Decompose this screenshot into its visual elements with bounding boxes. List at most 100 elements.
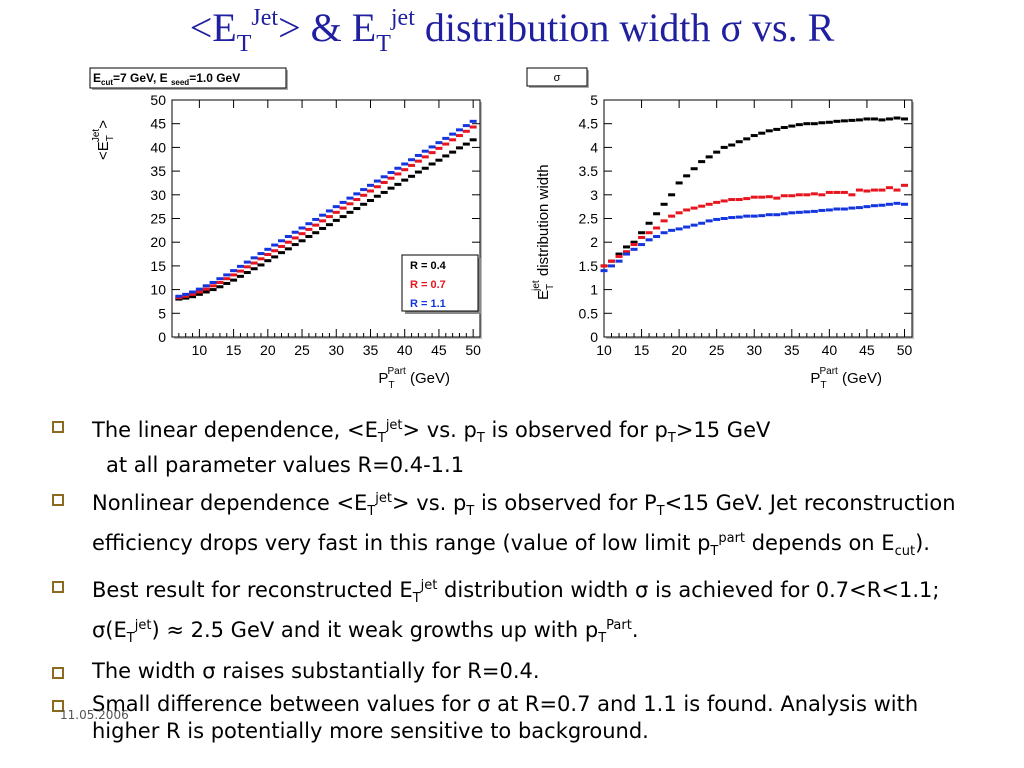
data-point	[743, 197, 751, 201]
bullet-item: The width σ raises substantially for R=0…	[52, 658, 982, 685]
data-point	[325, 223, 333, 227]
data-point	[366, 189, 374, 193]
data-point	[758, 214, 766, 218]
data-point	[353, 192, 361, 196]
data-point	[765, 213, 773, 217]
x-axis-label: PTPart (GeV)	[378, 366, 450, 391]
data-point	[278, 239, 286, 243]
data-point	[810, 209, 818, 213]
data-point	[818, 208, 826, 212]
data-point	[401, 178, 409, 182]
data-point	[713, 150, 721, 154]
chart-panel-1: Ecut=7 GeV, E seed=1.0 GeV 10 15 20 25 30 35 40…	[89, 67, 482, 391]
data-point	[298, 226, 306, 230]
data-point	[780, 194, 788, 198]
data-point	[291, 236, 299, 240]
data-point	[893, 201, 901, 205]
data-point	[683, 208, 691, 212]
data-point	[675, 211, 683, 215]
data-point	[332, 210, 340, 214]
data-point	[863, 189, 871, 193]
data-point	[428, 145, 436, 149]
data-point	[683, 174, 691, 178]
data-point	[401, 168, 409, 172]
data-point	[863, 117, 871, 121]
data-point	[257, 263, 265, 267]
data-point	[442, 154, 450, 158]
data-point	[257, 257, 265, 261]
legend-box	[401, 254, 479, 312]
data-point	[305, 235, 313, 239]
data-point	[668, 214, 676, 218]
y-axis-label: ETjet distribution width	[531, 164, 556, 300]
y-tick-label: 2.5	[579, 211, 599, 227]
data-point	[600, 269, 608, 273]
y-tick-label: 0	[590, 329, 598, 345]
y-tick-label: 45	[150, 116, 166, 132]
y-tick-label: 4.5	[579, 116, 599, 132]
legend-entry: R = 0.4	[410, 260, 447, 272]
data-point	[243, 271, 251, 275]
data-point	[870, 204, 878, 208]
data-point	[202, 284, 210, 288]
data-point	[366, 183, 374, 187]
y-tick-label: 40	[150, 139, 166, 155]
data-point	[728, 198, 736, 202]
data-point	[394, 166, 402, 170]
data-point	[848, 118, 856, 122]
data-point	[250, 261, 258, 265]
data-point	[339, 200, 347, 204]
data-point	[455, 134, 463, 138]
data-point	[182, 292, 190, 296]
x-tick-label: 45	[859, 342, 875, 358]
data-point	[271, 249, 279, 253]
data-point	[291, 243, 299, 247]
data-point	[243, 265, 251, 269]
y-tick-label: 35	[150, 163, 166, 179]
y-tick-label: 1.5	[579, 258, 599, 274]
data-point	[818, 121, 826, 125]
data-point	[175, 294, 183, 298]
x-tick-label: 25	[294, 342, 310, 358]
x-tick-label: 25	[709, 342, 725, 358]
y-tick-label: 3	[590, 187, 598, 203]
data-point	[332, 218, 340, 222]
data-point	[455, 146, 463, 150]
data-point	[705, 155, 713, 159]
y-tick-label: 5	[158, 305, 166, 321]
data-point	[428, 162, 436, 166]
data-point	[284, 235, 292, 239]
data-point	[189, 290, 197, 294]
data-point	[690, 206, 698, 210]
data-point	[449, 150, 457, 154]
data-point	[408, 158, 416, 162]
data-point	[773, 213, 781, 217]
panel-label-box	[89, 67, 287, 89]
data-point	[387, 186, 395, 190]
data-point	[630, 247, 638, 251]
data-point	[833, 119, 841, 123]
series-3	[175, 119, 477, 298]
data-point	[855, 188, 863, 192]
data-point	[394, 172, 402, 176]
y-tick-label: 4	[590, 139, 598, 155]
data-point	[698, 160, 706, 164]
y-tick-label: 20	[150, 234, 166, 250]
bullet-square-icon	[52, 666, 64, 679]
data-point	[189, 295, 197, 299]
series-1	[175, 138, 477, 301]
data-point	[600, 264, 608, 268]
data-point	[264, 253, 272, 257]
data-point	[209, 284, 217, 288]
y-tick-label: 3.5	[579, 163, 599, 179]
data-point	[230, 269, 238, 273]
bullet-item: Best result for reconstructed ETjet dist…	[52, 572, 982, 652]
data-point	[298, 239, 306, 243]
data-point	[848, 193, 856, 197]
data-point	[675, 181, 683, 185]
data-point	[878, 118, 886, 122]
data-point	[346, 202, 354, 206]
y-axis-label: <ETJet>	[91, 120, 116, 160]
data-point	[284, 247, 292, 251]
data-point	[469, 125, 477, 129]
